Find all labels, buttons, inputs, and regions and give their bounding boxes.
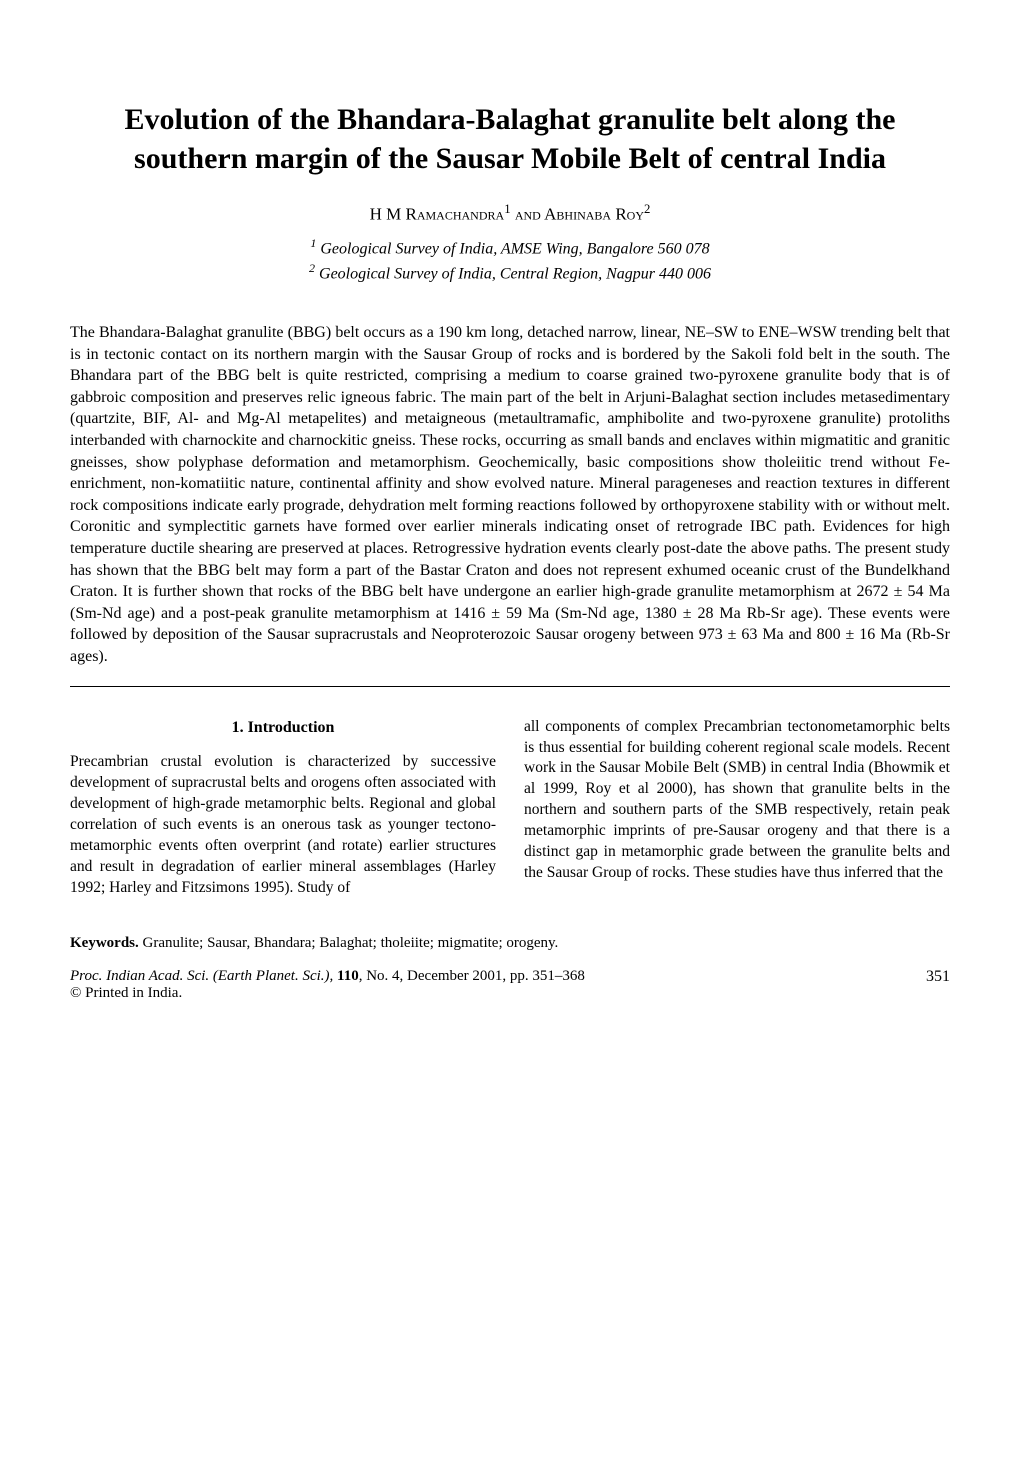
column-left: 1. Introduction Precambrian crustal evol… bbox=[70, 717, 496, 899]
footer: Proc. Indian Acad. Sci. (Earth Planet. S… bbox=[70, 968, 950, 1002]
affiliations: 1 Geological Survey of India, AMSE Wing,… bbox=[70, 235, 950, 286]
column-right: all components of complex Precambrian te… bbox=[524, 717, 950, 899]
keywords-text: Granulite; Sausar, Bhandara; Balaghat; t… bbox=[139, 935, 559, 951]
affiliation-2: 2 Geological Survey of India, Central Re… bbox=[70, 260, 950, 286]
abstract: The Bhandara-Balaghat granulite (BBG) be… bbox=[70, 322, 950, 668]
keywords: Keywords. Granulite; Sausar, Bhandara; B… bbox=[70, 933, 950, 954]
body-para-left: Precambrian crustal evolution is charact… bbox=[70, 752, 496, 898]
section-heading: 1. Introduction bbox=[70, 717, 496, 739]
keywords-label: Keywords. bbox=[70, 935, 139, 951]
body-para-right: all components of complex Precambrian te… bbox=[524, 717, 950, 884]
journal-ref: Proc. Indian Acad. Sci. (Earth Planet. S… bbox=[70, 968, 585, 984]
affiliation-1: 1 Geological Survey of India, AMSE Wing,… bbox=[70, 235, 950, 261]
journal-ref-block: Proc. Indian Acad. Sci. (Earth Planet. S… bbox=[70, 968, 585, 1002]
page-number: 351 bbox=[926, 968, 950, 1002]
authors: H M Ramachandra1 and Abhinaba Roy2 bbox=[70, 202, 950, 225]
printed-in: © Printed in India. bbox=[70, 985, 182, 1001]
divider bbox=[70, 686, 950, 687]
body-columns: 1. Introduction Precambrian crustal evol… bbox=[70, 717, 950, 899]
paper-title: Evolution of the Bhandara-Balaghat granu… bbox=[70, 100, 950, 178]
